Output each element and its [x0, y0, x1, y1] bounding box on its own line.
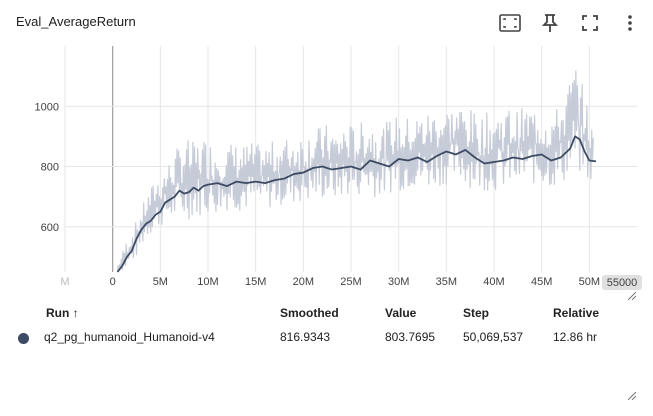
relative-time: 12.86 hr: [553, 330, 598, 344]
x-tick-label: 25M: [340, 276, 361, 288]
hover-tooltip: 55000: [602, 275, 642, 290]
run-color-dot: [18, 333, 29, 344]
x-tick-label: 0: [110, 276, 116, 288]
raw-series-line: [116, 70, 594, 272]
raw-series: [116, 70, 594, 272]
x-tick-label: 50M: [579, 276, 600, 288]
smoothed-value: 816.9343: [280, 330, 331, 344]
pin-icon: [542, 14, 558, 32]
hover-step-label: 55000: [607, 277, 638, 289]
chart-ticks: M 0 5M 10M 15M 20M 25M 30M 35M 40M 45M 50M 600 800 100…: [35, 101, 601, 288]
line-chart[interactable]: M 0 5M 10M 15M 20M 25M 30M 35M 40M 45M 50M 600 800 100…: [0, 36, 653, 298]
x-tick-label: 10M: [197, 276, 218, 288]
chart-resize-handle[interactable]: [628, 292, 636, 300]
x-tick-label: 30M: [388, 276, 409, 288]
more-vert-icon: [628, 15, 632, 31]
run-name: q2_pg_humanoid_Humanoid-v4: [44, 330, 215, 344]
smoothed-series: [116, 135, 597, 273]
column-header-step[interactable]: Step: [463, 306, 490, 320]
card-resize-handle[interactable]: [628, 392, 636, 400]
y-tick-label: 600: [41, 222, 59, 234]
x-tick-label: 45M: [531, 276, 552, 288]
fullscreen-button[interactable]: [574, 8, 606, 38]
fit-domain-icon: [499, 14, 521, 32]
x-tick-label: 15M: [245, 276, 266, 288]
more-options-button[interactable]: [614, 8, 646, 38]
x-tick-label: 40M: [483, 276, 504, 288]
raw-value: 803.7695: [385, 330, 436, 344]
column-header-relative[interactable]: Relative: [553, 306, 600, 320]
column-header-smoothed[interactable]: Smoothed: [280, 306, 339, 320]
fit-domain-button[interactable]: [494, 8, 526, 38]
x-tick-label: 5M: [153, 276, 168, 288]
step-value: 50,069,537: [463, 330, 524, 344]
x-tick-label: 20M: [293, 276, 314, 288]
x-tick-label: 35M: [436, 276, 457, 288]
card-toolbar: [490, 8, 650, 38]
pin-button[interactable]: [534, 8, 566, 38]
y-tick-label: 800: [41, 162, 59, 174]
y-tick-label: 1000: [35, 101, 59, 113]
column-header-run[interactable]: Run ↑: [46, 306, 79, 320]
x-tick-label: M: [60, 276, 69, 288]
hover-step-box: [602, 275, 642, 290]
column-header-value[interactable]: Value: [385, 306, 417, 320]
smoothed-series-line: [116, 135, 597, 273]
card-title: Eval_AverageReturn: [16, 14, 136, 29]
fullscreen-icon: [582, 15, 598, 31]
